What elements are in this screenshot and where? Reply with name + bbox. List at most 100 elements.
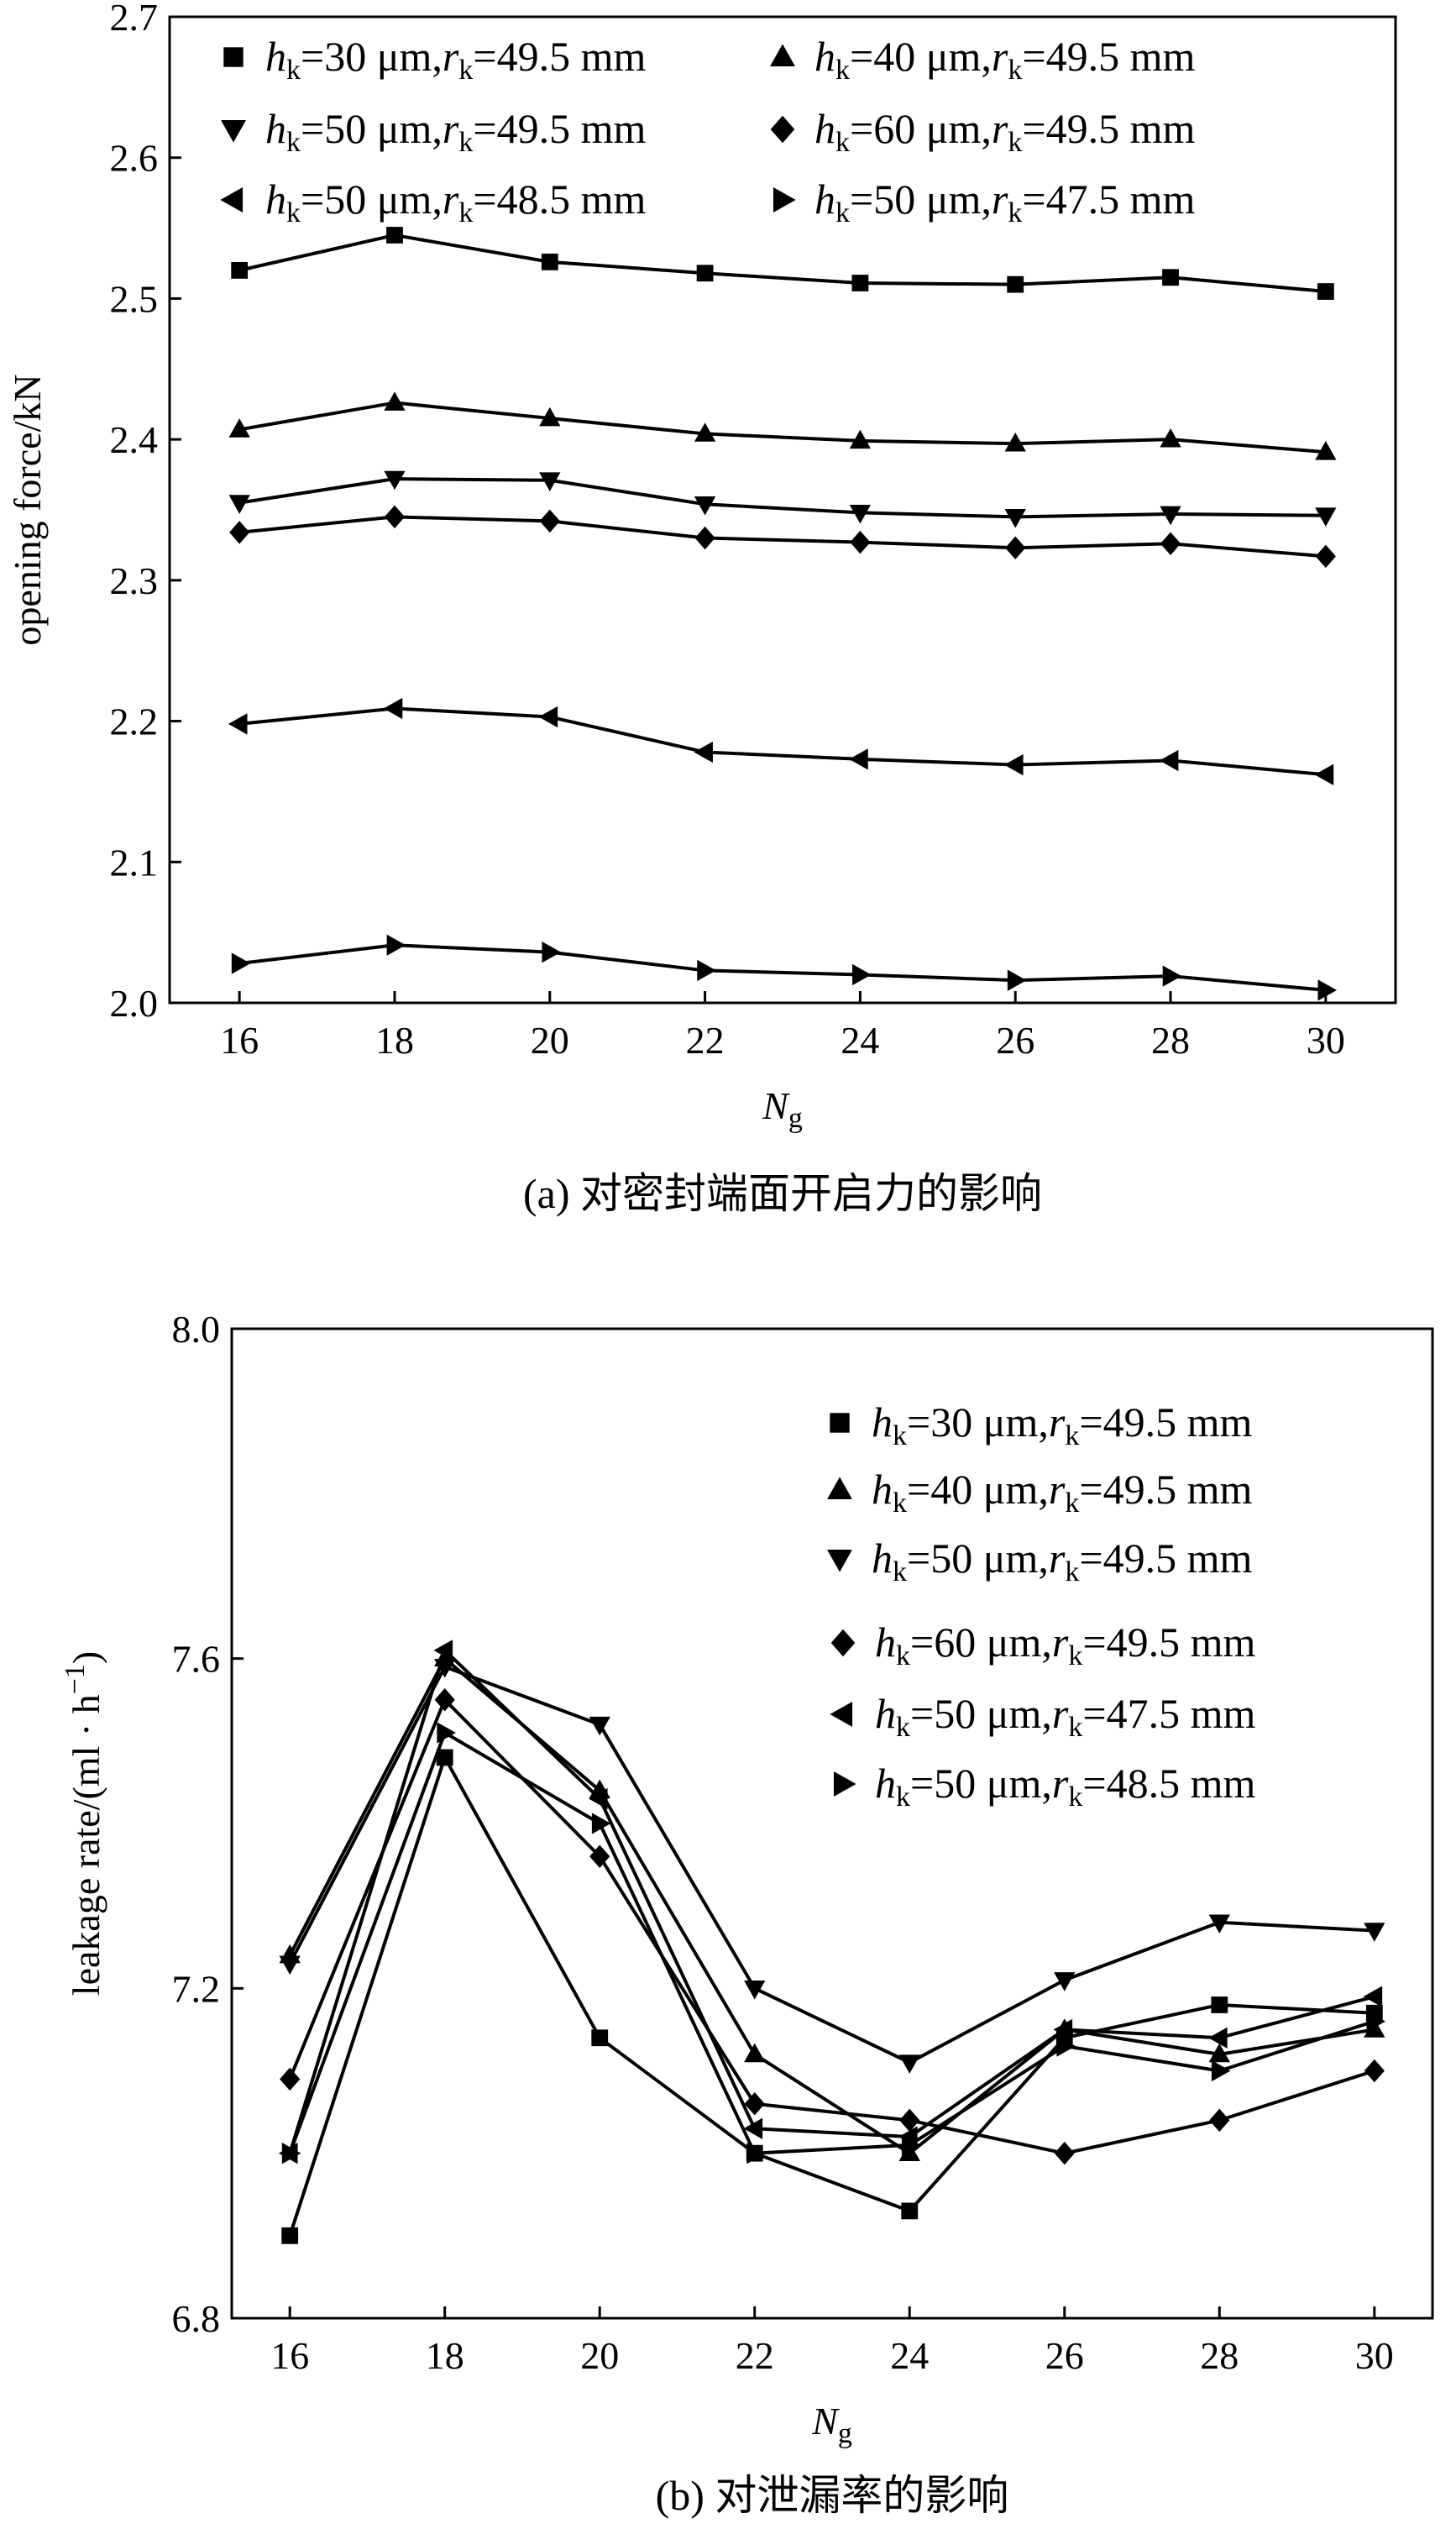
legend-label: hk=50 μm,rk=47.5 mm [814,176,1195,228]
data-point [1364,2018,1385,2038]
x-tick-label: 24 [841,1019,879,1062]
chart-caption: (a) 对密封端面开启力的影响 [523,1170,1042,1217]
data-point [849,748,868,770]
data-point [539,472,561,491]
data-point [231,261,249,279]
x-tick-label: 16 [220,1019,259,1062]
legend-entry: hk=40 μm,rk=49.5 mm [827,1466,1252,1519]
data-point [1004,753,1024,776]
data-point [433,1640,453,1661]
data-point [589,1787,608,1810]
data-point [898,2054,920,2074]
legend-marker [223,47,244,67]
x-tick-label: 18 [426,2334,464,2377]
series-line [288,1697,1375,2155]
data-point [849,505,872,524]
chart-opening-force: 2.0 2.1 2.2 2.3 2.4 2.5 2.6 2.7 16 18 20 22 24 26 28 30… [6,0,1397,1217]
x-tick-label: 16 [270,2334,309,2377]
data-point [231,952,251,974]
chart-leakage-rate: 6.8 7.2 7.6 8.0 16 18 20 22 24 26 28 30 leakage rate… [60,1308,1434,2519]
x-tick-label: 18 [375,1019,414,1062]
data-point [539,509,560,533]
data-point [1004,509,1026,528]
data-point [746,2143,766,2164]
legend-label: hk=50 μm,rk=47.5 mm [875,1690,1255,1743]
data-point [744,2092,765,2116]
legend-marker [830,1413,850,1433]
data-point [1317,283,1334,300]
chart-caption: (b) 对泄漏率的影响 [656,2472,1009,2519]
series-triangle-up [228,391,1337,460]
x-tick-label: 26 [1045,2334,1084,2377]
legend-entry: hk=30 μm,rk=49.5 mm [830,1398,1252,1451]
data-point [1160,428,1181,448]
data-point [386,227,403,244]
legend-entry: hk=60 μm,rk=49.5 mm [770,105,1195,158]
legend-label: hk=60 μm,rk=49.5 mm [814,105,1195,158]
legend-marker [830,1629,856,1657]
data-point [1004,432,1026,452]
series-line [238,233,1327,294]
y-tick-label: 2.7 [110,0,159,39]
data-point [697,959,716,982]
x-tick-label: 20 [531,1019,569,1062]
series-triangle-right [231,934,1338,1001]
data-point [1208,2043,1230,2063]
legend-label: hk=60 μm,rk=49.5 mm [875,1619,1255,1671]
data-point [591,2029,609,2047]
data-point [1007,275,1024,293]
legend-marker [221,119,246,143]
data-point [383,697,403,720]
y-tick-label: 2.6 [110,137,159,180]
series-line [288,1648,1375,2154]
data-point [1054,1972,1076,1991]
data-point [228,713,248,735]
legend: hk=30 μm,rk=49.5 mm hk=40 μm,rk=49.5 mm hk… [220,33,1195,228]
data-point [694,526,715,550]
series-line [288,1731,1375,2155]
legend-label: hk=50 μm,rk=48.5 mm [265,176,646,228]
data-point [281,2143,301,2164]
legend-label: hk=50 μm,rk=48.5 mm [875,1760,1255,1813]
data-point [1056,2035,1076,2057]
data-point [744,2043,766,2063]
data-point [901,2202,919,2220]
data-point [1159,749,1179,772]
data-point [1208,2027,1228,2049]
legend-marker [770,44,795,67]
data-point [1209,2108,1230,2133]
series-triangle-right [281,1722,1386,2164]
legend-entry: hk=50 μm,rk=47.5 mm [830,1690,1255,1743]
x-tick-label: 22 [686,1019,725,1062]
data-point [1053,2018,1073,2041]
data-point [1315,544,1336,569]
series-triangle-left [278,1640,1383,2164]
data-point [542,941,561,963]
y-tick-label: 7.6 [172,1638,221,1681]
legend: hk=30 μm,rk=49.5 mm hk=40 μm,rk=49.5 mm hk… [827,1398,1255,1813]
data-point [384,505,406,529]
y-tick-label: 6.8 [172,2297,221,2340]
data-point [743,2117,763,2139]
data-point [852,963,872,986]
legend-label: hk=40 μm,rk=49.5 mm [814,33,1195,86]
data-point [437,1722,456,1744]
plot-frame [230,1327,1434,2320]
y-axis-label: opening force/kN [6,374,49,645]
y-tick-label: 2.5 [110,277,159,320]
series-line [238,515,1326,559]
data-point [434,1688,455,1712]
data-point [591,1813,611,1834]
legend-marker [770,115,795,144]
legend-label: hk=30 μm,rk=49.5 mm [872,1398,1252,1451]
data-point [384,470,406,491]
data-point [436,1749,453,1766]
data-point [541,253,558,270]
x-axis-label: Ng [811,2400,852,2449]
series-line [238,943,1327,992]
data-point [1364,1923,1385,1942]
data-point [1208,1914,1230,1933]
legend-entry: hk=40 μm,rk=49.5 mm [770,33,1195,86]
y-tick-label: 2.3 [110,559,159,602]
series-line [288,1656,1375,2155]
